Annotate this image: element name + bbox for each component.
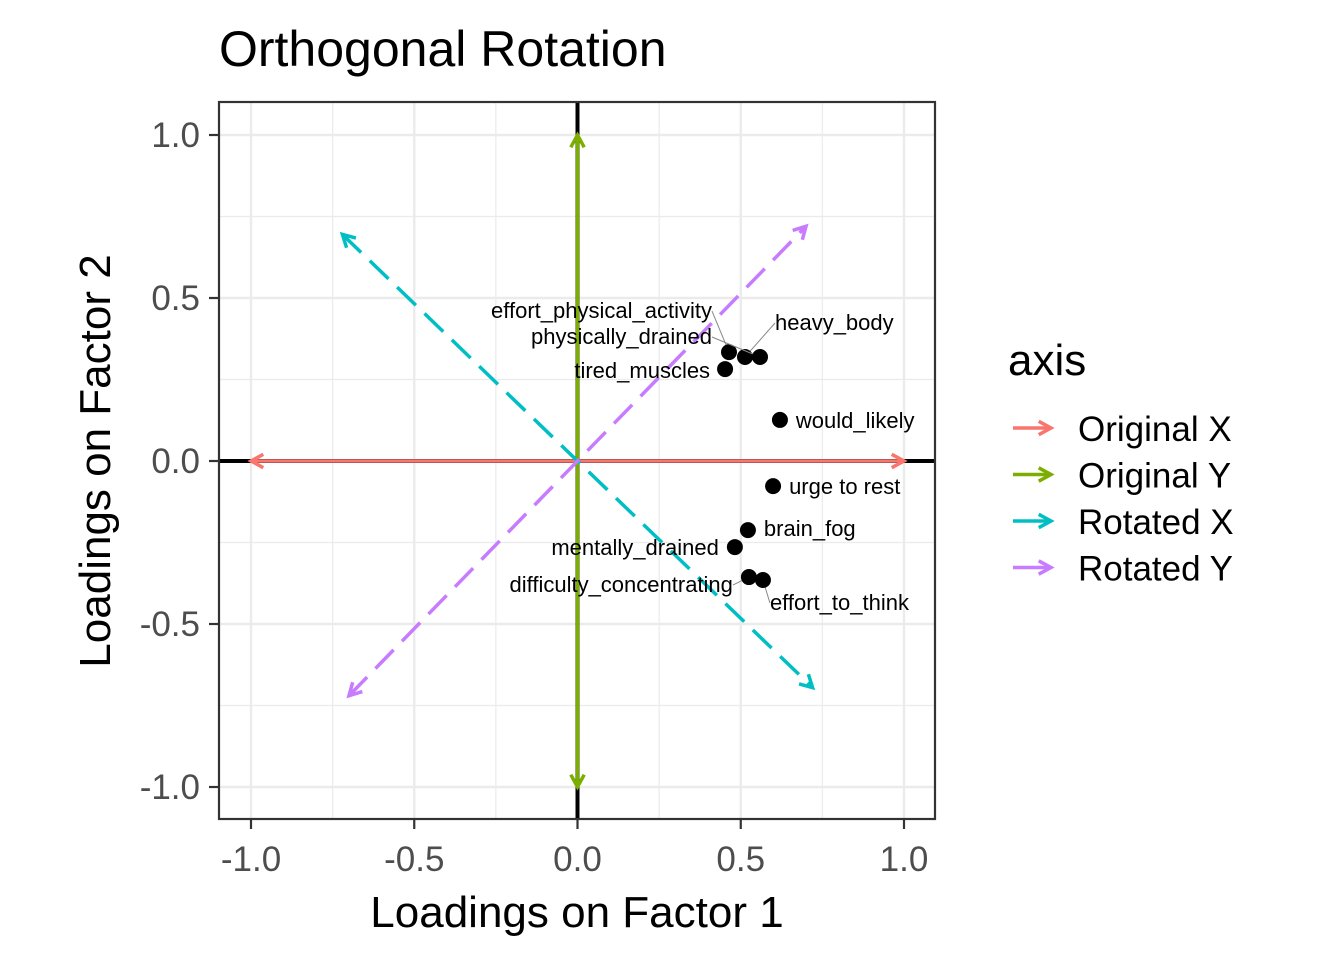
y-tick-label: 1.0: [151, 116, 200, 155]
data-point: [726, 539, 743, 556]
data-point: [752, 349, 769, 366]
chart-title: Orthogonal Rotation: [219, 21, 667, 77]
point-label: tired_muscles: [574, 358, 710, 383]
original-x-arrow-head-start: [247, 452, 265, 470]
rotated-y-arrow-line: [347, 225, 808, 697]
point-label: brain_fog: [764, 516, 856, 541]
data-point: [720, 344, 737, 361]
legend-key-arrow-icon: [1037, 559, 1055, 576]
data-point: [754, 571, 771, 588]
x-tick-label: 0.5: [716, 840, 765, 879]
x-tick-label: 1.0: [880, 840, 929, 879]
legend-label: Rotated X: [1078, 503, 1234, 542]
legend-key-arrow-icon: [1037, 512, 1055, 530]
point-label: effort_physical_activity: [491, 298, 712, 323]
point-label: mentally_drained: [551, 535, 719, 560]
data-point: [739, 522, 756, 539]
point-label: heavy_body: [775, 310, 894, 335]
rotated-y-arrow-head-end: [792, 223, 809, 241]
label-leader-line: [711, 336, 761, 358]
data-point: [771, 411, 788, 428]
point-label: physically_drained: [531, 324, 712, 349]
legend-label: Original X: [1078, 410, 1232, 449]
data-point: [717, 361, 734, 378]
axis-arrows: [247, 131, 908, 791]
x-tick-label: -0.5: [384, 840, 444, 879]
x-tick-label: 0.0: [553, 840, 602, 879]
point-label: urge to rest: [789, 474, 900, 499]
x-axis-label: Loadings on Factor 1: [370, 888, 783, 937]
original-x-arrow-head-end: [890, 452, 908, 470]
data-point: [765, 478, 782, 495]
point-label: would_likely: [795, 408, 915, 433]
rotated-y-arrow-head-start: [346, 681, 363, 699]
y-tick-label: 0.5: [151, 279, 200, 318]
point-label: difficulty_concentrating: [510, 572, 733, 597]
legend: Original X Original Y Rotated X Rotated Y: [1013, 410, 1234, 589]
y-tick-label: -1.0: [140, 768, 200, 807]
ticks: -1.0 -0.5 0.0 0.5 1.0 -1.0 -0.5 0.0 0.5 1.0: [140, 116, 929, 879]
y-tick-label: -0.5: [140, 605, 200, 644]
original-y-arrow-head-start: [569, 773, 586, 791]
legend-key-arrow-icon: [1037, 419, 1055, 437]
legend-key-arrow-icon: [1037, 466, 1055, 483]
original-y-arrow-head-end: [569, 131, 586, 149]
legend-label: Rotated Y: [1078, 550, 1233, 589]
legend-title: axis: [1008, 336, 1086, 385]
rotated-x-arrow-head-end: [798, 673, 816, 691]
y-tick-label: 0.0: [151, 442, 200, 481]
data-point: [736, 349, 753, 366]
point-label: effort_to_think: [770, 590, 910, 615]
rotated-x-arrow-head-start: [339, 231, 357, 249]
legend-label: Original Y: [1078, 457, 1231, 496]
points: effort_physical_activity heavy_bodyphysic…: [491, 298, 914, 615]
x-tick-label: -1.0: [221, 840, 281, 879]
y-axis-label: Loadings on Factor 2: [71, 254, 120, 667]
data-point: [740, 569, 757, 586]
